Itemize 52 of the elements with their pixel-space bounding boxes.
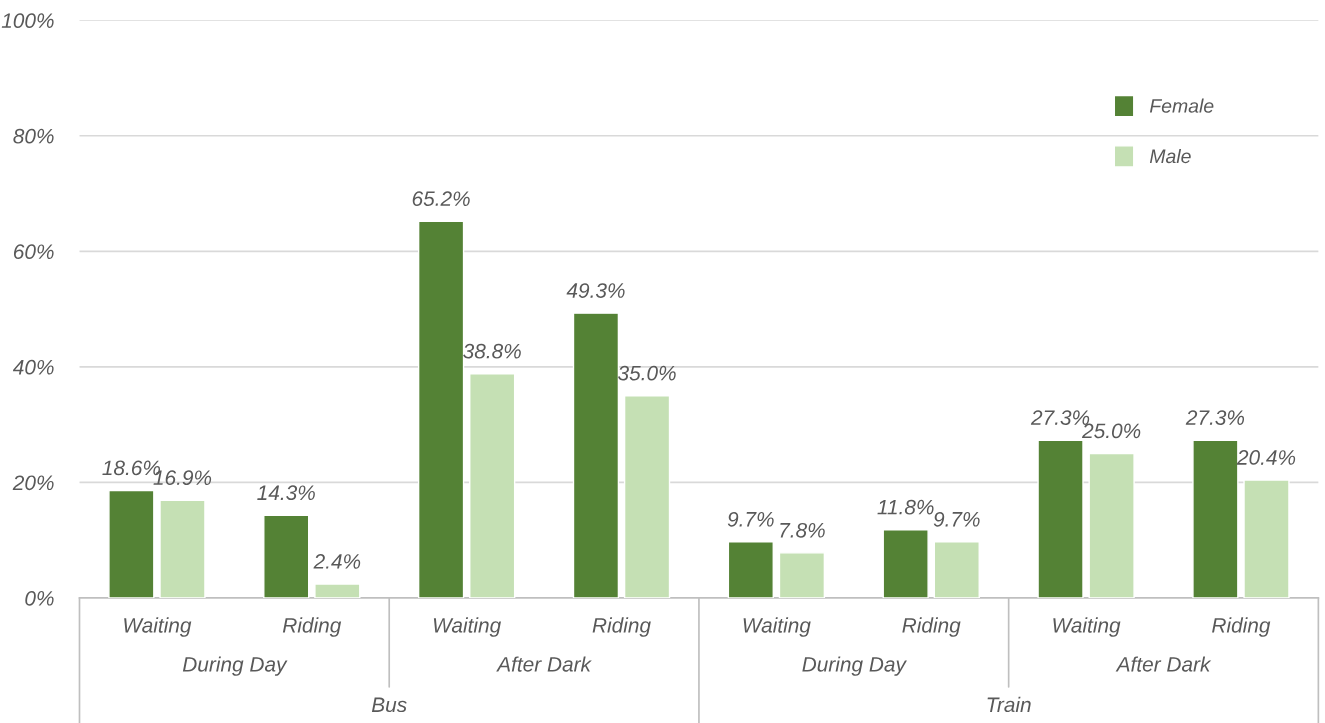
bar <box>263 514 310 598</box>
bar <box>727 541 774 598</box>
text: 7.8% <box>780 522 825 538</box>
text: 38.8% <box>463 343 521 359</box>
text: Bus <box>371 697 407 713</box>
bar <box>108 489 155 598</box>
y-tick-label: 40% <box>12 359 54 375</box>
y-tick-label: 80% <box>13 128 54 144</box>
bar <box>882 529 929 598</box>
text: 9.7% <box>933 511 980 527</box>
bar <box>1243 479 1290 598</box>
bar <box>572 312 620 598</box>
text: 27.3% <box>1185 410 1245 425</box>
text: During Day <box>802 656 907 676</box>
y-tick-label: 60% <box>13 244 54 260</box>
bar <box>933 541 980 598</box>
bar <box>623 395 671 598</box>
y-tick-label: 100% <box>1 13 54 28</box>
x-tick-label: Waiting <box>1053 617 1121 637</box>
x-tick-label: Waiting <box>433 617 502 637</box>
text: Train <box>987 696 1031 713</box>
text: 35.0% <box>618 365 676 381</box>
x-tick-label: Riding <box>592 617 651 637</box>
x-tick-label: Waiting <box>743 617 811 637</box>
bar <box>159 499 206 598</box>
text: 14.3% <box>257 485 315 501</box>
text: During Day <box>182 656 288 676</box>
text: 9.7% <box>727 511 774 527</box>
text: 2.4% <box>313 554 361 569</box>
bar <box>469 373 516 598</box>
text: 27.3% <box>1030 410 1090 425</box>
x-tick-label: Riding <box>282 617 342 637</box>
text: After Dark <box>496 656 592 672</box>
x-tick-label: Riding <box>902 617 961 637</box>
text: 25.0% <box>1081 423 1141 439</box>
bar <box>417 220 465 598</box>
bar <box>314 583 361 598</box>
x-tick-label: Waiting <box>124 617 192 637</box>
legend-label: Male <box>1149 148 1191 164</box>
text: 65.2% <box>412 191 470 207</box>
bar <box>778 552 826 598</box>
legend-label: Female <box>1149 98 1214 113</box>
x-tick-label: Riding <box>1212 617 1271 637</box>
y-tick-label: 0% <box>25 590 54 606</box>
text: After Dark <box>1115 656 1212 672</box>
bar <box>1192 439 1239 598</box>
bar <box>1037 439 1084 598</box>
text: 11.8% <box>877 499 934 515</box>
y-tick-label: 20% <box>12 475 54 491</box>
bar <box>1088 452 1135 598</box>
text: 20.4% <box>1236 450 1296 465</box>
text: 49.3% <box>566 283 625 298</box>
